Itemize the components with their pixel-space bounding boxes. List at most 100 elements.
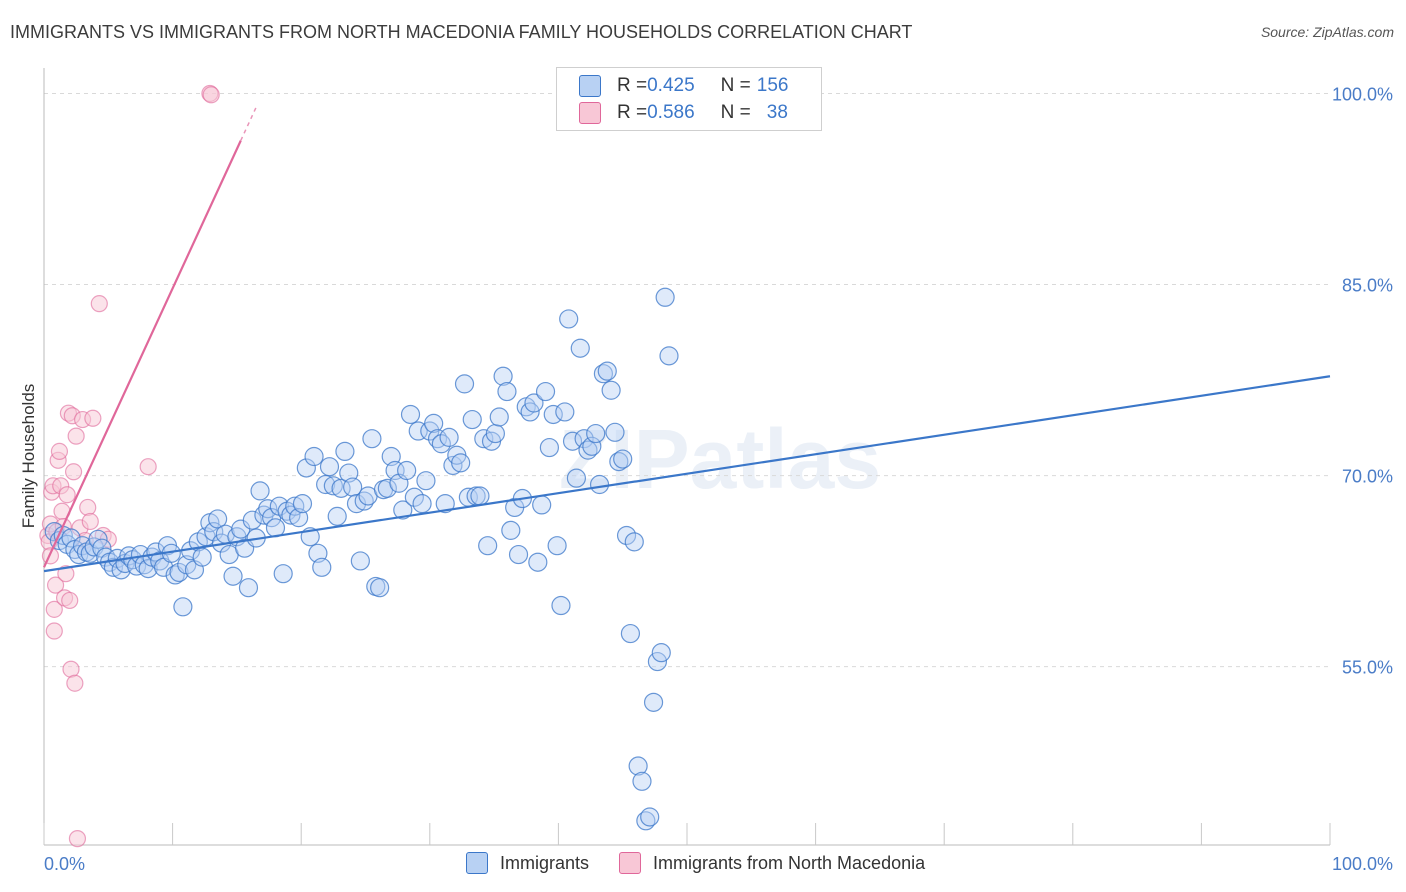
data-point-immigrants — [238, 578, 259, 598]
data-point-immigrants — [597, 361, 617, 381]
trend-line-immigrants — [43, 375, 1331, 573]
legend-row-immigrants: R = 0.425 N = 156 — [579, 73, 788, 99]
data-point-immigrants — [547, 536, 567, 556]
data-point-north-macedonia — [139, 458, 157, 476]
data-point-immigrants — [640, 807, 660, 827]
data-point-immigrants — [628, 756, 648, 776]
data-point-immigrants — [470, 486, 490, 506]
data-point-immigrants — [408, 421, 428, 441]
y-tick-label: 70.0% — [1342, 467, 1393, 487]
legend-swatch-blue — [579, 75, 601, 97]
data-point-immigrants — [613, 449, 633, 469]
data-point-immigrants — [624, 532, 644, 552]
data-point-immigrants — [605, 422, 625, 442]
data-point-immigrants — [312, 557, 332, 577]
data-point-immigrants — [346, 494, 367, 514]
data-point-immigrants — [316, 474, 336, 495]
y-axis-label: Family Households — [19, 384, 38, 529]
data-point-immigrants — [601, 380, 621, 400]
n-label: N = — [720, 75, 751, 96]
data-point-immigrants — [327, 506, 347, 526]
data-point-immigrants — [404, 487, 424, 507]
data-point-immigrants — [535, 381, 556, 402]
data-point-north-macedonia — [79, 498, 97, 517]
correlation-legend: R = 0.425 N = 156 R = 0.586 N = 38 — [556, 67, 822, 131]
r-label: R = — [617, 75, 648, 96]
data-point-north-macedonia — [58, 486, 76, 504]
n-value: 38 — [766, 102, 788, 123]
data-point-immigrants — [497, 381, 517, 402]
data-point-immigrants — [508, 544, 529, 565]
data-point-north-macedonia — [81, 512, 99, 531]
data-point-immigrants — [493, 366, 513, 386]
data-point-immigrants — [659, 346, 679, 366]
data-point-immigrants — [543, 404, 563, 425]
data-point-immigrants — [208, 509, 228, 529]
data-point-immigrants — [173, 597, 193, 617]
data-point-immigrants — [439, 427, 459, 447]
data-point-immigrants — [559, 309, 579, 329]
source-label: Source: ZipAtlas.com — [1260, 24, 1394, 40]
data-point-immigrants — [632, 771, 652, 791]
legend-label: Immigrants from North Macedonia — [653, 852, 926, 873]
data-point-immigrants — [377, 478, 397, 498]
n-value: 156 — [756, 75, 789, 96]
data-point-immigrants — [528, 552, 548, 572]
data-point-immigrants — [532, 495, 552, 515]
data-point-immigrants — [138, 558, 158, 579]
data-point-immigrants — [296, 458, 316, 478]
data-point-immigrants — [285, 496, 305, 516]
data-point-immigrants — [651, 643, 671, 663]
series-legend: Immigrants Immigrants from North Macedon… — [466, 852, 955, 874]
data-point-immigrants — [501, 520, 521, 540]
legend-item-north-macedonia[interactable]: Immigrants from North Macedonia — [619, 852, 925, 874]
data-point-immigrants — [582, 436, 602, 456]
data-point-immigrants — [61, 528, 81, 548]
data-point-immigrants — [478, 536, 498, 556]
trend-extension-north-macedonia — [240, 104, 259, 141]
data-point-immigrants — [335, 441, 355, 462]
data-point-immigrants — [551, 595, 571, 616]
data-point-immigrants — [524, 393, 544, 413]
data-point-north-macedonia — [57, 565, 75, 583]
y-tick-label: 85.0% — [1342, 276, 1393, 296]
data-point-immigrants — [273, 564, 293, 584]
data-point-immigrants — [616, 525, 637, 546]
data-point-north-macedonia — [90, 295, 108, 313]
data-point-immigrants — [454, 374, 475, 394]
legend-swatch-pink — [579, 102, 601, 124]
data-point-immigrants — [586, 423, 606, 444]
data-point-immigrants — [435, 494, 455, 514]
data-point-north-macedonia — [66, 674, 84, 692]
data-point-immigrants — [474, 429, 494, 449]
r-value: 0.586 — [647, 102, 695, 123]
data-point-immigrants — [304, 446, 324, 467]
data-point-north-macedonia — [61, 591, 79, 610]
data-point-north-macedonia — [68, 830, 87, 848]
data-point-immigrants — [292, 494, 313, 514]
data-point-immigrants — [424, 413, 444, 433]
data-point-immigrants — [192, 547, 212, 567]
trend-line-north-macedonia — [43, 140, 242, 568]
data-point-immigrants — [451, 453, 471, 473]
r-value: 0.425 — [647, 75, 695, 96]
data-point-immigrants — [555, 402, 575, 422]
data-point-immigrants — [362, 429, 382, 449]
data-point-north-macedonia — [84, 409, 102, 427]
data-point-immigrants — [570, 338, 590, 358]
data-point-immigrants — [636, 811, 656, 831]
data-point-north-macedonia — [64, 463, 83, 481]
data-point-immigrants — [578, 440, 598, 460]
data-point-immigrants — [323, 476, 343, 496]
data-point-immigrants — [412, 494, 432, 514]
data-point-immigrants — [204, 522, 224, 542]
legend-row-north-macedonia: R = 0.586 N = 38 — [579, 100, 788, 126]
x-tick-label: 100.0% — [1332, 854, 1393, 874]
legend-item-immigrants[interactable]: Immigrants — [466, 852, 589, 874]
data-point-immigrants — [397, 460, 417, 481]
watermark: ZIPatlas — [559, 412, 881, 506]
data-point-immigrants — [370, 578, 390, 598]
data-point-immigrants — [489, 407, 509, 427]
data-point-immigrants — [643, 692, 664, 712]
